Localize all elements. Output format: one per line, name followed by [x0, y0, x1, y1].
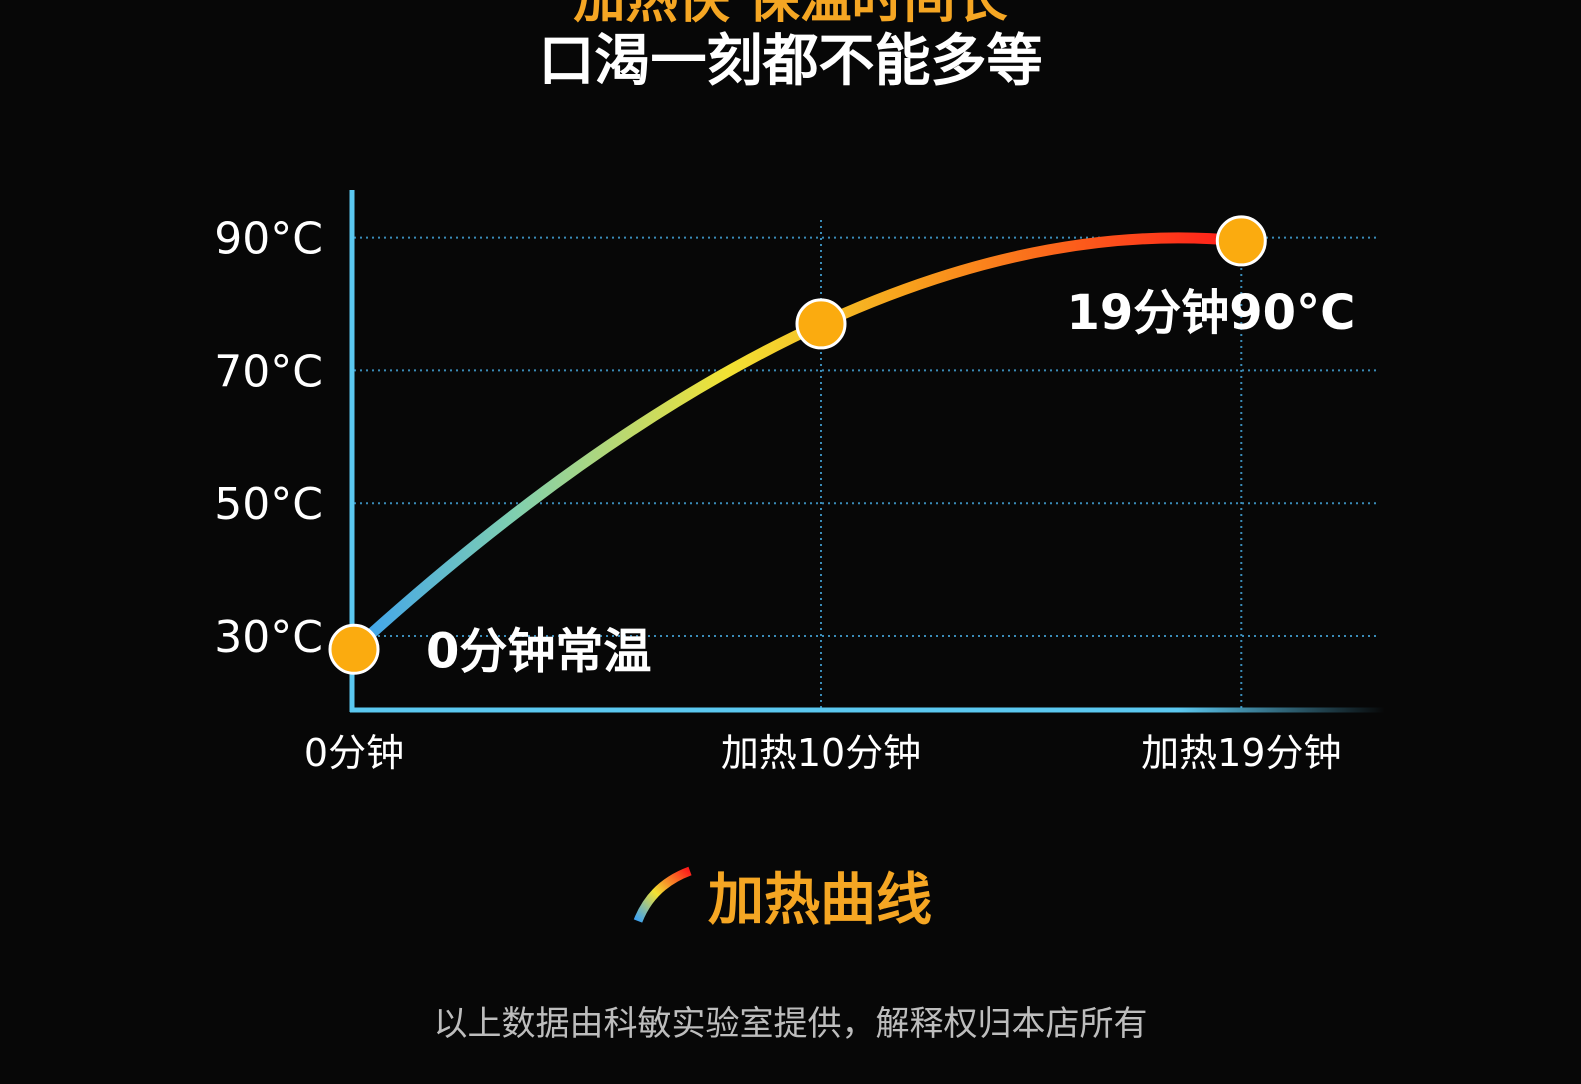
annotation-label-0: 0分钟常温 [426, 623, 651, 679]
data-point-1 [795, 298, 847, 350]
y-tick-label-2: 70°C [214, 346, 323, 397]
gradient-swatch-icon [633, 866, 692, 923]
data-point-2 [1215, 215, 1267, 267]
data-source-note: 以上数据由科敏实验室提供，解释权归本店所有 [433, 1004, 1148, 1044]
chart-legend: 加热曲线 [630, 855, 932, 935]
legend-label: 加热曲线 [708, 867, 932, 933]
subheadline: 口渴一刻都不能多等 [538, 29, 1043, 94]
headline: 加热快 保温时间长 [573, 0, 1008, 30]
x-tick-label-0: 0分钟 [304, 731, 404, 775]
annotation-label-1: 19分钟90°C [1066, 285, 1355, 341]
x-tick-label-1: 加热10分钟 [721, 731, 921, 775]
y-tick-label-3: 90°C [214, 214, 323, 265]
y-tick-label-0: 30°C [214, 612, 323, 663]
data-point-0 [328, 623, 380, 675]
y-tick-label-1: 50°C [214, 479, 323, 530]
x-tick-label-2: 加热19分钟 [1141, 731, 1341, 775]
